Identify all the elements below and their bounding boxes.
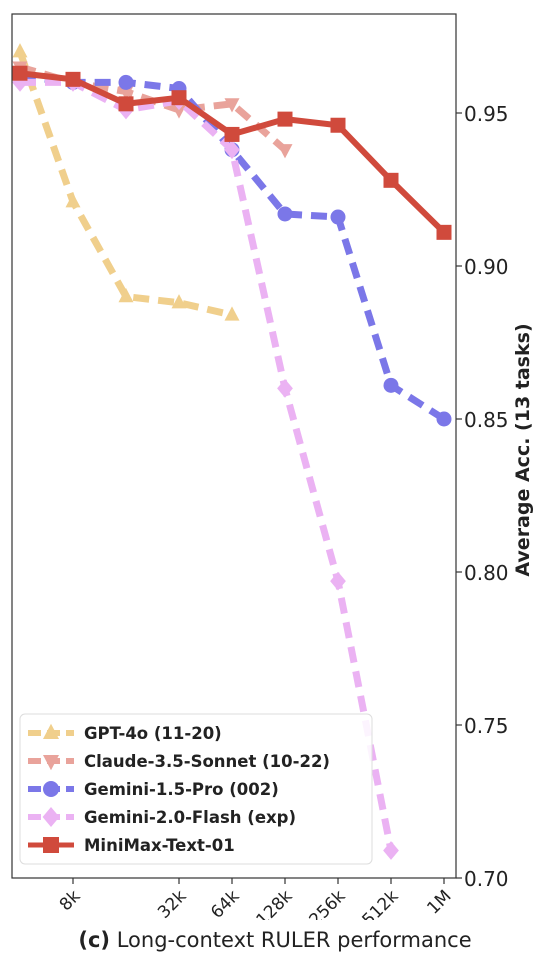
data-point	[225, 127, 240, 142]
x-tick-label: 64k	[207, 886, 244, 920]
y-tick-label: 0.90	[464, 255, 509, 279]
x-axis: 8k 32k 64k 128k 256k 512k 1M	[56, 878, 456, 920]
y-axis-label: Average Acc. (13 tasks)	[512, 323, 534, 576]
x-tick-label: 32k	[154, 886, 191, 920]
data-point	[13, 66, 28, 81]
legend-label: MiniMax-Text-01	[84, 836, 235, 855]
caption-tag: (c)	[78, 928, 110, 952]
data-point	[66, 72, 81, 87]
data-point	[119, 96, 134, 111]
legend-label: Claude-3.5-Sonnet (10-22)	[84, 752, 330, 771]
y-tick-label: 0.80	[464, 561, 509, 585]
data-point	[119, 75, 134, 90]
data-point	[172, 90, 187, 105]
data-point	[331, 118, 346, 133]
data-point	[13, 43, 28, 57]
x-tick-label: 1M	[423, 886, 455, 918]
legend-marker	[43, 837, 59, 853]
data-point	[278, 112, 293, 127]
y-tick-label: 0.70	[464, 867, 509, 891]
data-point	[225, 306, 240, 320]
legend-label: Gemini-2.0-Flash (exp)	[84, 808, 296, 827]
legend-label: Gemini-1.5-Pro (002)	[84, 780, 279, 799]
y-axis: 0.70 0.75 0.80 0.85 0.90 0.95	[456, 102, 509, 891]
legend-marker	[43, 781, 59, 797]
x-tick-label: 512k	[358, 886, 402, 920]
data-point	[384, 378, 399, 393]
x-tick-label: 8k	[56, 886, 85, 915]
data-point	[383, 841, 399, 860]
y-tick-label: 0.75	[464, 714, 509, 738]
x-tick-label: 128k	[252, 886, 296, 920]
y-tick-label: 0.95	[464, 102, 509, 126]
figure-caption: (c) Long-context RULER performance	[0, 928, 550, 952]
data-point	[330, 572, 346, 591]
data-point	[384, 173, 399, 188]
ruler-line-chart: 0.70 0.75 0.80 0.85 0.90 0.95 8k 32k 64k 128k 256…	[0, 0, 550, 920]
data-point	[278, 144, 293, 158]
legend-label: GPT-4o (11-20)	[84, 724, 222, 743]
data-point	[278, 206, 293, 221]
caption-text: Long-context RULER performance	[117, 928, 472, 952]
data-point	[437, 225, 452, 240]
data-point	[277, 379, 293, 398]
data-point	[331, 210, 346, 225]
data-point	[437, 412, 452, 427]
legend: GPT-4o (11-20) Claude-3.5-Sonnet (10-22) G…	[20, 714, 372, 864]
x-tick-label: 256k	[305, 886, 349, 920]
series-3	[13, 69, 452, 427]
y-tick-label: 0.85	[464, 408, 509, 432]
